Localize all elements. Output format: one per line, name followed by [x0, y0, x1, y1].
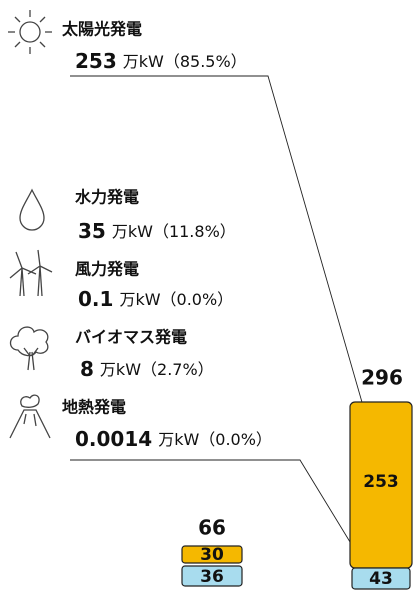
solar-leader	[70, 75, 371, 431]
item-unit: 万kW	[119, 290, 160, 309]
item-share: （0.0%）	[161, 290, 234, 309]
item-share: （85.5%）	[164, 52, 247, 71]
item-value-line: 8 万kW（2.7%）	[80, 357, 214, 381]
segment-label: 253	[363, 472, 399, 492]
item-title: 風力発電	[75, 260, 139, 279]
wind-icon	[9, 249, 53, 297]
sun-icon	[8, 10, 52, 54]
segment-label: 43	[369, 569, 393, 589]
item-title: 太陽光発電	[61, 20, 142, 39]
item-unit: 万kW	[123, 52, 164, 71]
tree-icon	[9, 326, 49, 371]
item-value: 0.0014	[75, 427, 152, 451]
item-title: バイオマス発電	[75, 328, 187, 347]
item-value-line: 253 万kW（85.5%）	[75, 49, 247, 73]
item-unit: 万kW	[112, 222, 153, 241]
item-unit: 万kW	[158, 430, 199, 449]
volcano-icon	[9, 394, 51, 439]
item-share: （11.8%）	[153, 222, 236, 241]
item-value-line: 0.0014 万kW（0.0%）	[75, 427, 272, 451]
water-icon	[19, 188, 45, 231]
bar-segment	[181, 545, 243, 564]
item-unit: 万kW	[100, 360, 141, 379]
bar-total: 66	[198, 516, 226, 540]
item-share: （2.7%）	[141, 360, 214, 379]
bar-segment	[181, 565, 243, 587]
bar-total: 296	[361, 366, 403, 390]
segment-label: 36	[200, 567, 224, 587]
item-value: 35	[78, 219, 106, 243]
item-value: 8	[80, 357, 94, 381]
item-value: 0.1	[78, 287, 113, 311]
item-value: 253	[75, 49, 117, 73]
item-value-line: 0.1 万kW（0.0%）	[78, 287, 233, 311]
item-title: 地熱発電	[62, 398, 126, 417]
item-title: 水力発電	[75, 188, 139, 207]
item-share: （0.0%）	[199, 430, 272, 449]
segment-label: 30	[200, 545, 224, 565]
geothermal-leader	[70, 459, 373, 579]
item-value-line: 35 万kW（11.8%）	[78, 219, 236, 243]
bar-segment	[351, 567, 411, 590]
